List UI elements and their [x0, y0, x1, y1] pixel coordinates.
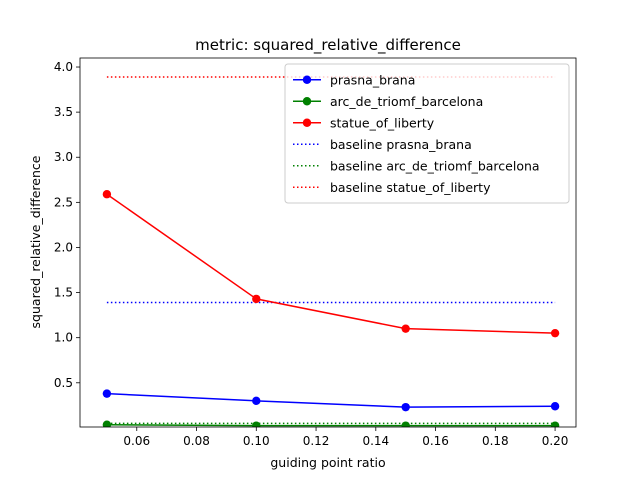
- chart-title: metric: squared_relative_difference: [195, 36, 461, 55]
- data-point-statue-of-liberty: [252, 294, 261, 304]
- data-point-statue-of-liberty: [401, 324, 410, 333]
- y-tick-label: 3.5: [54, 105, 73, 119]
- x-tick-label: 0.20: [542, 434, 569, 448]
- data-point-arc-de-triomf-barcelona: [550, 421, 560, 427]
- x-tick-label: 0.08: [183, 434, 210, 448]
- y-tick-label: 1.0: [54, 331, 73, 345]
- x-tick-label: 0.10: [243, 434, 270, 448]
- x-tick-label: 0.14: [362, 434, 389, 448]
- data-point-arc-de-triomf-barcelona: [252, 421, 261, 427]
- y-tick-label: 4.0: [54, 60, 73, 74]
- y-tick-label: 0.5: [54, 376, 73, 390]
- legend-label-prasna-brana: prasna_brana: [330, 72, 415, 87]
- y-tick-label: 1.5: [54, 286, 73, 300]
- data-point-arc-de-triomf-barcelona: [401, 421, 410, 427]
- legend: [284, 63, 570, 204]
- legend-label-arc-de-triomf-barcelona: arc_de_triomf_barcelona: [330, 94, 483, 109]
- legend-marker-arc-de-triomf-barcelona: [302, 97, 312, 106]
- legend-label-baseline-statue-of-liberty: baseline statue_of_liberty: [330, 180, 491, 195]
- series-line-statue-of-liberty: [106, 193, 556, 334]
- x-axis-label: guiding point ratio: [270, 455, 385, 470]
- y-tick-label: 3.0: [54, 150, 73, 164]
- x-tick-label: 0.16: [422, 434, 449, 448]
- x-tick-label: 0.06: [123, 434, 150, 448]
- data-point-prasna-brana: [102, 389, 112, 398]
- legend-label-baseline-arc-de-triomf-barcelona: baseline arc_de_triomf_barcelona: [330, 158, 540, 173]
- legend-marker-prasna-brana: [302, 75, 312, 84]
- data-point-prasna-brana: [550, 402, 560, 411]
- y-tick-label: 2.5: [54, 195, 73, 209]
- y-tick-label: 2.0: [54, 240, 73, 254]
- legend-label-statue-of-liberty: statue_of_liberty: [330, 115, 435, 130]
- data-point-statue-of-liberty: [102, 190, 112, 199]
- legend-marker-statue-of-liberty: [302, 118, 312, 127]
- plot-area: [102, 76, 560, 427]
- x-tick-label: 0.18: [482, 434, 509, 448]
- data-point-prasna-brana: [252, 396, 261, 406]
- data-point-statue-of-liberty: [550, 328, 560, 338]
- data-point-arc-de-triomf-barcelona: [102, 420, 112, 427]
- legend-label-baseline-prasna-brana: baseline prasna_brana: [330, 137, 472, 152]
- plot-frame: [79, 57, 577, 428]
- data-point-prasna-brana: [401, 402, 410, 412]
- series-line-prasna-brana: [106, 392, 556, 408]
- y-axis-label: squared_relative_difference: [28, 155, 43, 328]
- series-line-arc-de-triomf-barcelona: [106, 423, 556, 427]
- x-tick-label: 0.12: [303, 434, 330, 448]
